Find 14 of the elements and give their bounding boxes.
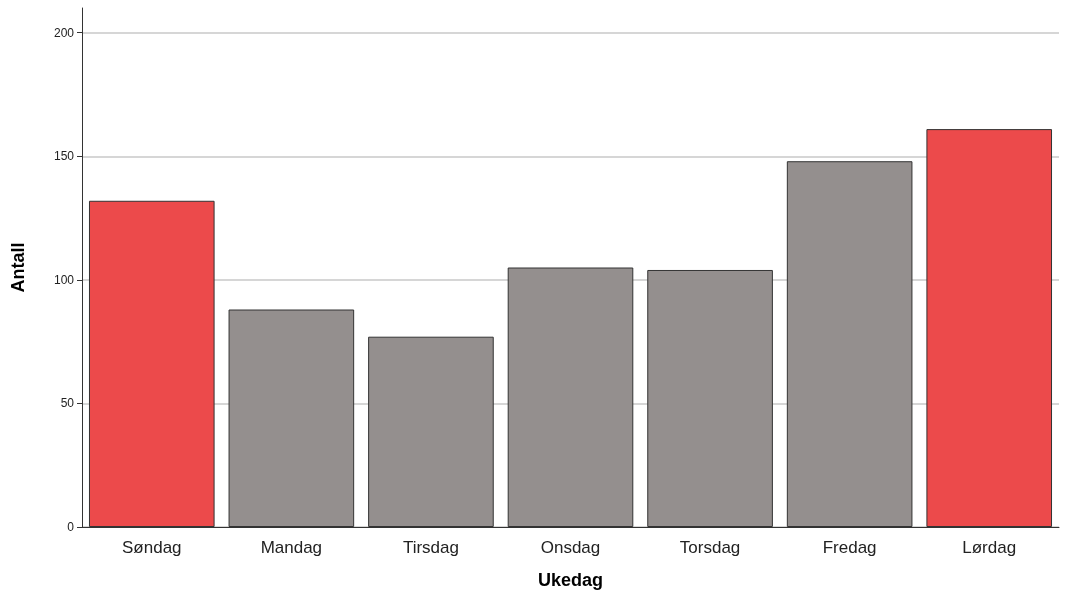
x-tick-label: Tirsdag <box>402 538 459 557</box>
y-tick-label: 50 <box>60 396 75 411</box>
y-axis-title: Antall <box>8 242 28 293</box>
y-tick-label: 100 <box>53 272 75 287</box>
x-tick-label: Søndag <box>122 538 182 557</box>
x-tick-label: Onsdag <box>540 538 601 557</box>
x-tick-label: Fredag <box>822 538 877 557</box>
y-tick-label: 150 <box>53 149 75 164</box>
x-tick-label: Mandag <box>260 538 323 557</box>
x-axis-title: Ukedag <box>537 570 604 590</box>
x-tick-label: Lørdag <box>962 538 1017 557</box>
y-tick-label: 0 <box>67 520 75 534</box>
x-tick-label: Torsdag <box>679 538 741 557</box>
y-tick-label: 200 <box>53 25 75 40</box>
